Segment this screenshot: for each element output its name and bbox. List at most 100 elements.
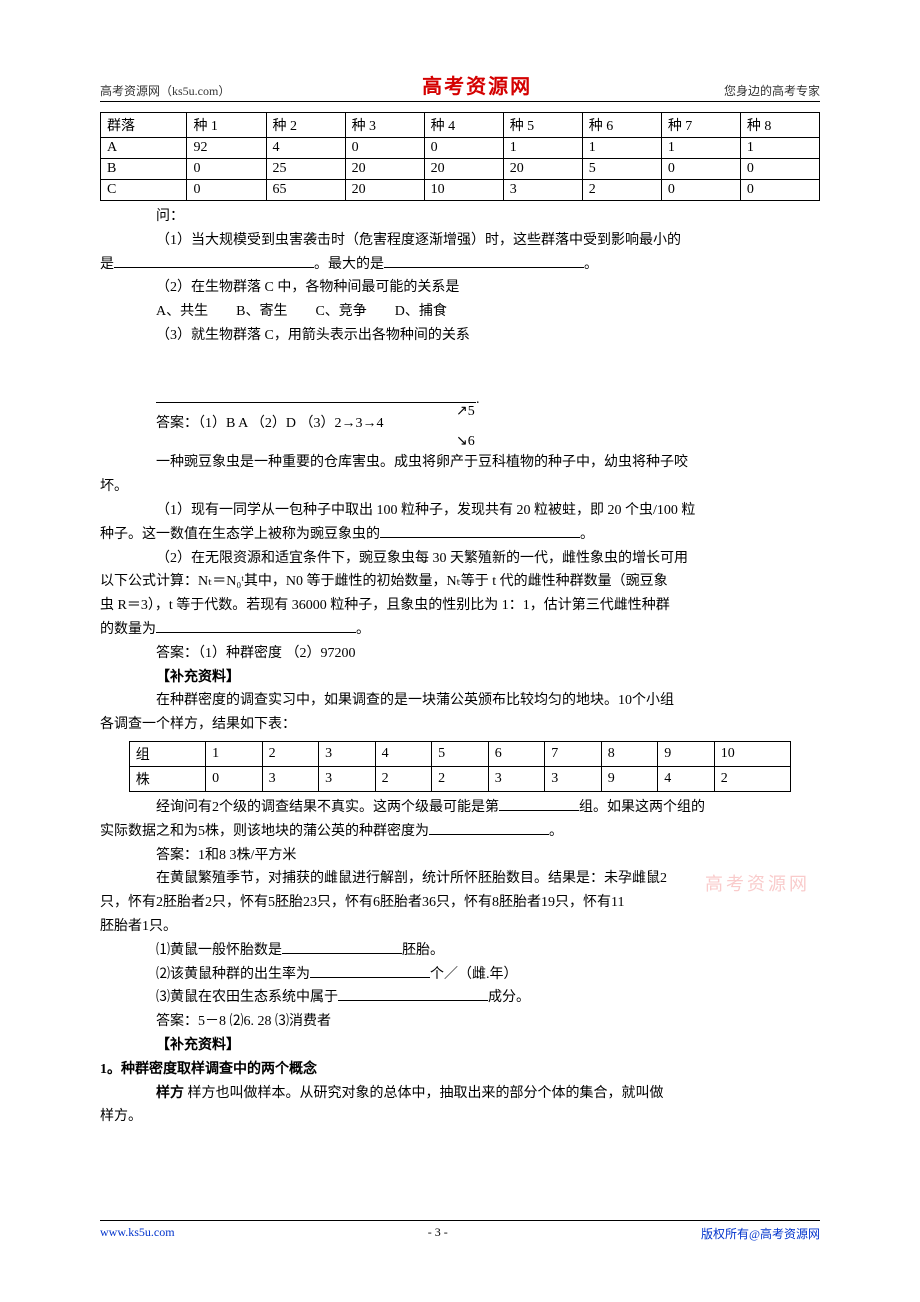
concept-p2: 样方。: [100, 1105, 820, 1129]
q2-p2a: （2）在无限资源和适宜条件下，豌豆象虫每 30 天繁殖新的一代，雌性象虫的增长可…: [100, 547, 820, 571]
concept-p1: 样方 样方也叫做样本。从研究对象的总体中，抽取出来的部分个体的集合，就叫做: [100, 1082, 820, 1106]
text: 。: [584, 257, 598, 272]
table-cell: 0: [661, 180, 740, 201]
watermark: 高考资源网: [705, 870, 810, 896]
q3-item3: ⑶黄鼠在农田生态系统中属于 成分。: [100, 986, 820, 1010]
table-cell: 1: [661, 138, 740, 159]
q3-answer: 答案：5－8 ⑵6. 28 ⑶消费者: [100, 1010, 820, 1034]
table-cell: 3: [545, 766, 602, 791]
text: ⑶黄鼠在农田生态系统中属于: [156, 990, 338, 1005]
table-row: 群落 种 1 种 2 种 3 种 4 种 5 种 6 种 7 种 8: [101, 113, 820, 138]
table-cell: 群落: [101, 113, 187, 138]
table-cell: A: [101, 138, 187, 159]
table-cell: 0: [187, 159, 266, 180]
header-right: 您身边的高考专家: [724, 82, 820, 99]
blank-field: [156, 618, 356, 633]
table-cell: 2: [432, 766, 489, 791]
table-cell: 2: [375, 766, 432, 791]
text: 个／（雌.年）: [430, 967, 518, 982]
diagram-branch-top: ↗5: [400, 400, 475, 424]
supp1b-answer: 答案：1和8 3株/平方米: [100, 844, 820, 868]
text: 的数量为: [100, 622, 156, 637]
q3-p3: 胚胎者1只。: [100, 915, 820, 939]
q1-part1a: （1）当大规模受到虫害袭击时（危害程度逐渐增强）时，这些群落中受到影响最小的: [100, 229, 820, 253]
blank-field: [114, 253, 314, 268]
table-cell: 20: [345, 159, 424, 180]
text: 经询问有2个级的调查结果不真实。这两个级最可能是第: [156, 800, 499, 815]
q1-answer-row: ↗5 答案：（1）B A （2）D （3）2→3→4 ↘6: [100, 412, 820, 436]
term: 样方: [156, 1086, 184, 1101]
table-cell: 4: [658, 766, 715, 791]
table-cell: 9: [601, 766, 658, 791]
table-cell: 种 2: [266, 113, 345, 138]
table-cell: 0: [206, 766, 263, 791]
table-cell: 8: [601, 741, 658, 766]
supp1b-p4: 实际数据之和为5株，则该地块的蒲公英的种群密度为。: [100, 820, 820, 844]
question-label: 问：: [100, 205, 820, 229]
table-cell: 92: [187, 138, 266, 159]
table-cell: 种 8: [740, 113, 819, 138]
table-cell: 6: [488, 741, 545, 766]
q1-part1b: 是。最大的是。: [100, 253, 820, 277]
footer-copyright: 版权所有@高考资源网: [701, 1225, 820, 1242]
table-cell: 1: [503, 138, 582, 159]
table-cell: C: [101, 180, 187, 201]
table-cell: 种 5: [503, 113, 582, 138]
table-row: 株 0 3 3 2 2 3 3 9 4 2: [129, 766, 790, 791]
table-cell: 20: [345, 180, 424, 201]
table-cell: 2: [582, 180, 661, 201]
table-cell: 2: [262, 741, 319, 766]
table-cell: 3: [262, 766, 319, 791]
table-cell: 4: [375, 741, 432, 766]
page-number: - 3 -: [428, 1225, 448, 1242]
table-cell: 2: [714, 766, 790, 791]
table-cell: B: [101, 159, 187, 180]
table-cell: 0: [424, 138, 503, 159]
sample-table: 组 1 2 3 4 5 6 7 8 9 10 株 0 3 3 2 2 3 3 9…: [129, 741, 791, 792]
text: ⑴黄鼠一般怀胎数是: [156, 943, 282, 958]
q1-part2: （2）在生物群落 C 中，各物种间最可能的关系是: [100, 276, 820, 300]
table-cell: 0: [345, 138, 424, 159]
table-cell: 种 4: [424, 113, 503, 138]
table-cell: 1: [740, 138, 819, 159]
table-cell: 株: [129, 766, 205, 791]
supplement-heading-2: 【补充资料】: [100, 1034, 820, 1058]
text: ⑵该黄鼠种群的出生率为: [156, 967, 310, 982]
text: 。: [549, 824, 563, 839]
q1-answer: 答案：（1）B A （2）D （3）2→3→4: [156, 416, 384, 431]
table-row: C 0 65 20 10 3 2 0 0: [101, 180, 820, 201]
table-cell: 65: [266, 180, 345, 201]
table-cell: 9: [658, 741, 715, 766]
q2-p2d: 的数量为 。: [100, 618, 820, 642]
table-cell: 种 7: [661, 113, 740, 138]
text: 。: [356, 622, 370, 637]
community-table: 群落 种 1 种 2 种 3 种 4 种 5 种 6 种 7 种 8 A 92 …: [100, 112, 820, 201]
footer-url: www.ks5u.com: [100, 1225, 175, 1242]
table-cell: 1: [206, 741, 263, 766]
table-cell: 0: [740, 159, 819, 180]
q2-p1b: 种子。这一数值在生态学上被称为豌豆象虫的。: [100, 523, 820, 547]
text: 。最大的是: [314, 257, 384, 272]
q3-item2: ⑵该黄鼠种群的出生率为 个／（雌.年）: [100, 963, 820, 987]
supp1-p2: 各调查一个样方，结果如下表：: [100, 713, 820, 737]
table-cell: 1: [582, 138, 661, 159]
table-cell: 3: [503, 180, 582, 201]
table-cell: 5: [432, 741, 489, 766]
supp1-p1: 在种群密度的调查实习中，如果调查的是一块蒲公英颁布比较均匀的地块。10个小组: [100, 689, 820, 713]
q2-p2c: 虫 R＝3），t 等于代数。若现有 36000 粒种子，且象虫的性别比为 1：1…: [100, 594, 820, 618]
text: .: [476, 392, 480, 407]
blank-field: [499, 796, 579, 811]
text: 种子。这一数值在生态学上被称为豌豆象虫的: [100, 527, 380, 542]
table-cell: 4: [266, 138, 345, 159]
table-cell: 3: [488, 766, 545, 791]
table-cell: 10: [424, 180, 503, 201]
table-cell: 0: [661, 159, 740, 180]
blank-field: [310, 963, 430, 978]
text: 成分。: [488, 990, 530, 1005]
table-cell: 25: [266, 159, 345, 180]
table-cell: 3: [319, 741, 376, 766]
page-footer: www.ks5u.com - 3 - 版权所有@高考资源网: [100, 1220, 820, 1242]
q3-item1: ⑴黄鼠一般怀胎数是胚胎。: [100, 939, 820, 963]
table-cell: 20: [503, 159, 582, 180]
concept-title: 1。种群密度取样调查中的两个概念: [100, 1058, 820, 1082]
